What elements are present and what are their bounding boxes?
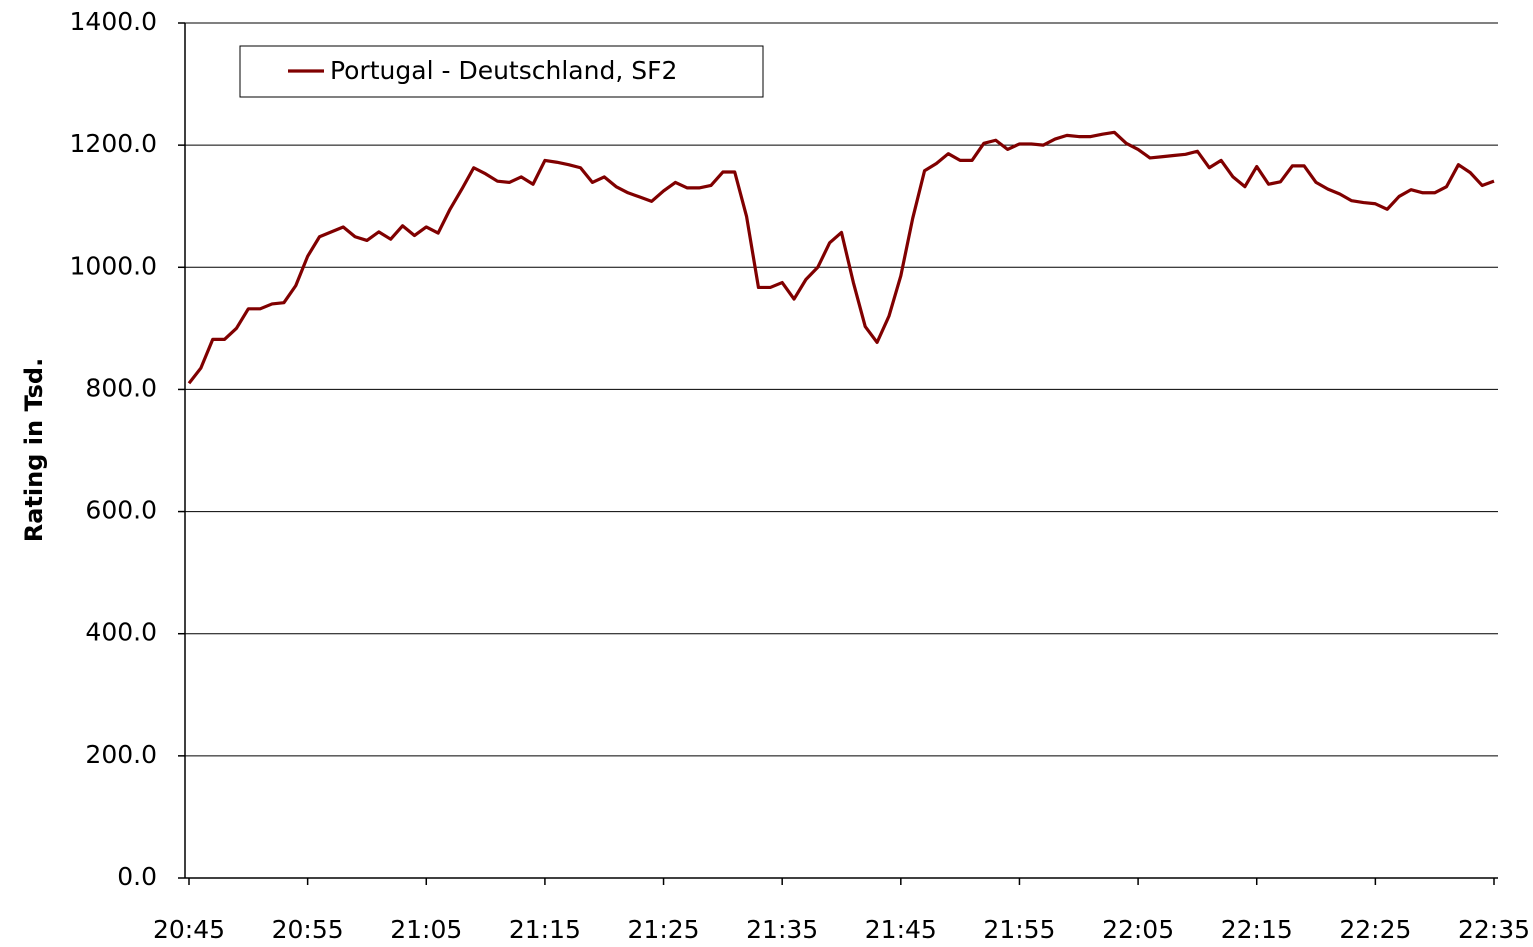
x-tick-label: 21:25 [628, 915, 700, 944]
y-tick-label: 600.0 [85, 496, 157, 525]
y-tick-label: 1200.0 [70, 129, 157, 158]
line-series [187, 130, 1495, 385]
legend-box [239, 45, 764, 98]
x-tick-label: 22:25 [1339, 915, 1411, 944]
x-tick-label: 20:55 [272, 915, 344, 944]
y-axis-label: Rating in Tsd. [20, 358, 48, 542]
y-tick-label: 400.0 [85, 618, 157, 647]
legend-label: Portugal - Deutschland, SF2 [330, 56, 677, 85]
x-tick-label: 22:15 [1221, 915, 1293, 944]
x-tick-label: 21:35 [746, 915, 818, 944]
x-tick-label: 21:55 [983, 915, 1055, 944]
y-tick-label: 800.0 [85, 373, 157, 402]
x-tick-label: 20:45 [153, 915, 225, 944]
y-tick-label: 1000.0 [70, 251, 157, 280]
y-tick-label: 0.0 [117, 862, 157, 891]
y-tick-label: 200.0 [85, 740, 157, 769]
x-tick-label: 21:05 [390, 915, 462, 944]
x-tick-label: 22:35 [1458, 915, 1530, 944]
x-tick-label: 22:05 [1102, 915, 1174, 944]
y-tick-label: 1400.0 [70, 7, 157, 36]
x-tick-label: 21:15 [509, 915, 581, 944]
x-tick-label: 21:45 [865, 915, 937, 944]
